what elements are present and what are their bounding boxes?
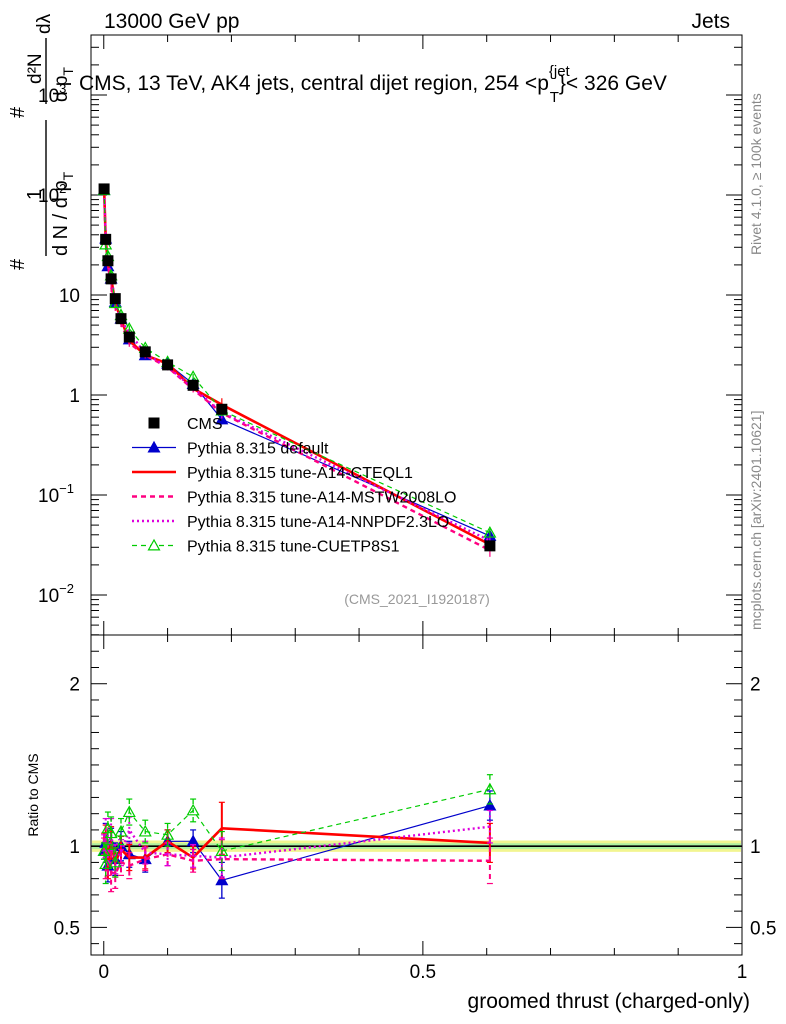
legend-label: Pythia 8.315 default: [187, 441, 329, 458]
y-tick-label-ratio: 0.5: [54, 918, 80, 939]
x-tick-label: 0: [98, 962, 109, 983]
marker-point-ratio: [122, 805, 136, 818]
y-tick-label-main: 102: [38, 181, 66, 207]
y-tick-label-main: 10−1: [38, 481, 74, 507]
y-tick-label-main: 10−2: [38, 581, 74, 607]
mcplots-label: mcplots.cern.ch [arXiv:2401.10621]: [748, 411, 764, 630]
y-tick-label-ratio: 2: [69, 675, 80, 696]
header-left: 13000 GeV pp: [104, 10, 239, 33]
cms-data-point: [105, 273, 117, 285]
ylabel-hash: #: [7, 258, 29, 270]
chart-title: CMS, 13 TeV, AK4 jets, central dijet reg…: [79, 63, 667, 106]
marker-point-main: [483, 525, 497, 538]
rivet-label: Rivet 4.1.0, ≥ 100k events: [748, 93, 764, 255]
marker-point-ratio: [104, 826, 118, 839]
x-tick-label: 1: [737, 962, 748, 983]
marker-point-main: [215, 412, 229, 425]
y-axis-label-ratio: Ratio to CMS: [25, 753, 41, 836]
y-tick-label-ratio-right: 1: [750, 837, 761, 858]
y-tick-label-ratio-right: 0.5: [750, 918, 776, 939]
y-tick-label-ratio: 1: [69, 837, 80, 858]
header-right: Jets: [691, 10, 730, 33]
marker-point-ratio: [108, 855, 122, 868]
cms-data-point: [216, 403, 228, 415]
axes: 0 0.5 1 10−2 10−1 1 10 102 103 0.5 0.5 1 1 2 2: [38, 35, 776, 983]
ylabel-rhs-dlambda: dλ: [34, 13, 55, 34]
legend-marker: [147, 538, 161, 551]
legend-marker: [147, 440, 161, 453]
cms-data-point: [109, 293, 121, 305]
series-line-ratio: [102, 846, 490, 876]
cms-data-point: [102, 255, 114, 267]
x-tick-label: 0.5: [410, 962, 436, 983]
analysis-id: (CMS_2021_I1920187): [344, 591, 490, 607]
cms-data-point: [115, 313, 127, 325]
y-axis-label-main: # 1 d N / d pT # d²N d pT dλ: [7, 13, 76, 270]
cms-data-point: [100, 233, 112, 245]
cms-data-point: [98, 183, 110, 195]
cms-data-point: [162, 359, 174, 371]
marker-point-ratio: [161, 828, 175, 840]
legend-label: Pythia 8.315 tune-A14-NNPDF2.3LO: [187, 514, 449, 531]
legend-label: Pythia 8.315 tune-CUETP8S1: [187, 539, 400, 556]
ylabel-rhs-den: d pT: [51, 67, 76, 102]
marker-point-ratio: [215, 844, 229, 857]
legend-label: Pythia 8.315 tune-A14-MSTW2008LO: [187, 490, 456, 507]
y-tick-label-main: 10: [59, 286, 80, 307]
series-line-ratio: [103, 788, 491, 865]
cms-data-point: [484, 540, 496, 552]
cms-data-point: [123, 331, 135, 343]
legend-label: CMS: [187, 416, 223, 433]
ylabel-den: d N / d pT: [50, 171, 76, 256]
series-line-ratio: [102, 825, 491, 862]
marker-point-ratio: [186, 803, 200, 816]
legend-label: Pythia 8.315 tune-A14-CTEQL1: [187, 465, 413, 482]
marker-point-ratio: [99, 857, 113, 870]
marker-point-ratio: [97, 844, 111, 857]
ylabel-rhs-num: d²N: [25, 53, 46, 84]
y-tick-label-main: 103: [38, 81, 66, 107]
legend: CMS Pythia 8.315 default Pythia 8.315 tune…: [132, 416, 456, 556]
series-layer: [97, 183, 497, 899]
ratio-panel-frame: [90, 634, 743, 956]
marker-point-ratio: [483, 782, 497, 795]
y-tick-label-main: 1: [69, 386, 80, 407]
legend-marker-cms: [148, 417, 160, 429]
cms-data-point: [187, 379, 199, 391]
marker-point-ratio: [138, 824, 152, 837]
marker-point-ratio: [215, 873, 229, 886]
ylabel-num: 1: [24, 189, 46, 200]
x-axis-label: groomed thrust (charged-only): [468, 990, 750, 1013]
cms-data-point: [139, 346, 151, 358]
marker-point-ratio: [114, 824, 128, 837]
y-tick-label-ratio-right: 2: [750, 675, 761, 696]
series-line-main: [102, 188, 491, 542]
ylabel-rhs-hash: #: [7, 106, 29, 118]
series-line-main: [103, 190, 491, 537]
marker-point-ratio: [483, 798, 497, 811]
